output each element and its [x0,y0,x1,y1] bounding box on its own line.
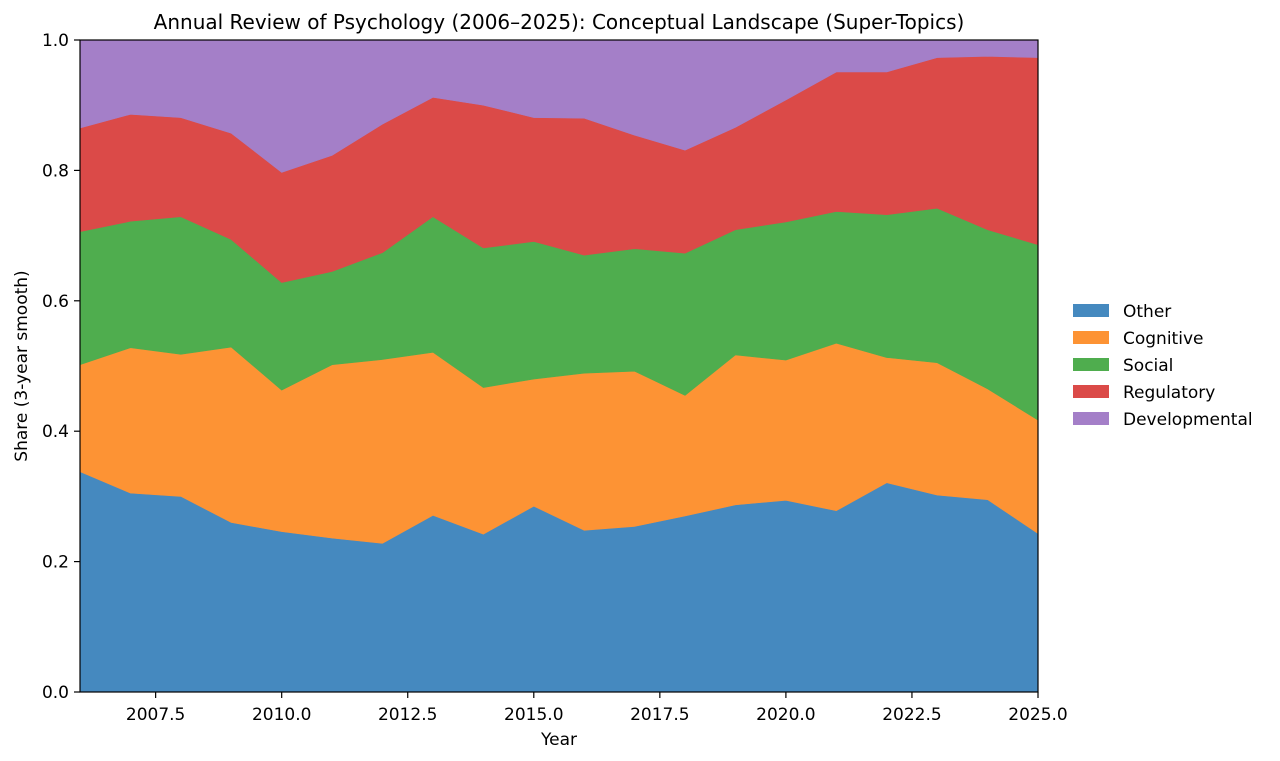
x-axis-title: Year [540,730,577,750]
x-tick-label: 2025.0 [1008,705,1067,725]
x-tick-label: 2022.5 [882,705,941,725]
y-tick-label: 0.4 [42,422,69,442]
y-tick-label: 0.6 [42,292,69,312]
y-tick-label: 1.0 [42,31,69,51]
legend-swatch-developmental [1073,412,1109,425]
x-tick-label: 2012.5 [378,705,437,725]
legend-label-developmental: Developmental [1123,410,1253,430]
legend: Other Cognitive Social Regulatory Developmen… [1073,302,1253,430]
x-axis-ticks: 2007.5 2010.0 2012.5 2015.0 2017.5 2020.0 2022… [126,692,1068,725]
y-axis-title: Share (3-year smooth) [12,270,32,461]
legend-label-other: Other [1123,302,1171,322]
y-axis-ticks: 0.0 0.2 0.4 0.6 0.8 1.0 [42,31,80,703]
legend-label-cognitive: Cognitive [1123,329,1203,349]
legend-swatch-social [1073,358,1109,371]
y-tick-label: 0.0 [42,683,69,703]
y-tick-label: 0.8 [42,161,69,181]
plot-frame [79,39,1039,693]
legend-swatch-cognitive [1073,331,1109,344]
legend-swatch-other [1073,304,1109,317]
legend-swatch-regulatory [1073,385,1109,398]
x-tick-label: 2015.0 [504,705,563,725]
y-tick-label: 0.2 [42,553,69,573]
x-tick-label: 2020.0 [756,705,815,725]
legend-label-social: Social [1123,356,1173,376]
area-layers [79,39,1039,693]
chart-title: Annual Review of Psychology (2006–2025):… [154,10,965,34]
legend-label-regulatory: Regulatory [1123,383,1215,403]
x-tick-label: 2017.5 [630,705,689,725]
x-tick-label: 2007.5 [126,705,185,725]
x-tick-label: 2010.0 [252,705,311,725]
